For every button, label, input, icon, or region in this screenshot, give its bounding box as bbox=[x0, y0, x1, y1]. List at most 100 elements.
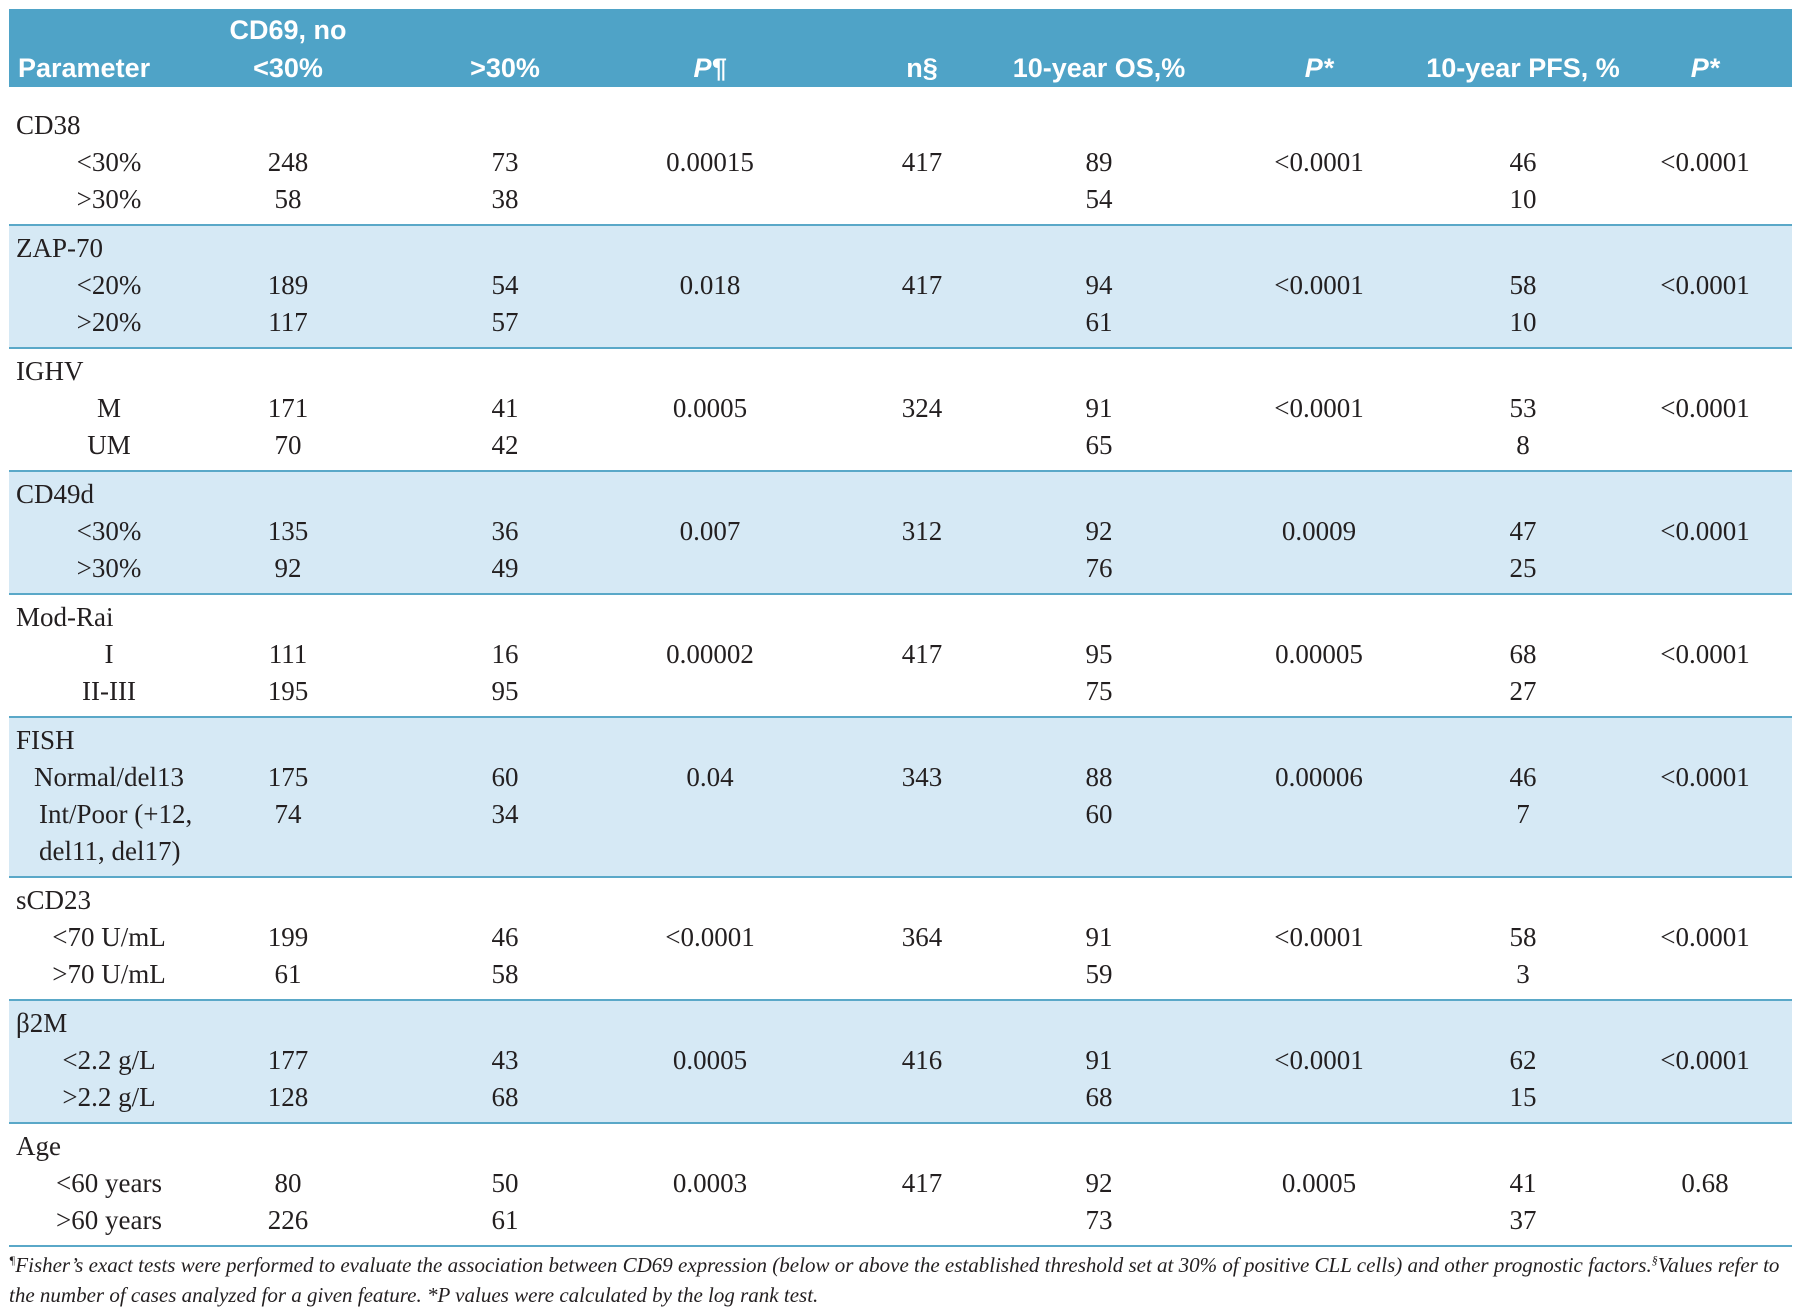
cell: <0.0001 bbox=[1660, 922, 1750, 952]
cell: 0.0005 bbox=[672, 1045, 748, 1075]
cell: 53 bbox=[1509, 393, 1537, 423]
cell: 49 bbox=[491, 553, 519, 583]
cell: <0.0001 bbox=[1660, 516, 1750, 546]
cell: 343 bbox=[901, 762, 943, 792]
cell: 324 bbox=[901, 393, 943, 423]
cell: 89 bbox=[1085, 147, 1113, 177]
cell: 0.00005 bbox=[1275, 639, 1363, 669]
cell: 416 bbox=[901, 1045, 943, 1075]
cell: <0.0001 bbox=[1660, 270, 1750, 300]
cell: 111 bbox=[268, 639, 308, 669]
cell: 74 bbox=[274, 799, 302, 829]
row-label: <70 U/mL bbox=[52, 922, 166, 952]
cell: 50 bbox=[491, 1168, 519, 1198]
cell: 61 bbox=[274, 959, 302, 989]
header-row: Parameter CD69, no <30% >30% P¶ n§ 10-year OS,… bbox=[9, 9, 1792, 87]
cell: 42 bbox=[491, 430, 519, 460]
group-name: β2M bbox=[16, 1008, 68, 1038]
cell: 364 bbox=[901, 922, 943, 952]
cell: 73 bbox=[491, 147, 519, 177]
table-group: Age 0.0003 417 0.0005 0.68 <60 years 80 50 92 41 >… bbox=[9, 1124, 1792, 1247]
header-cell: Parameter bbox=[18, 53, 151, 83]
cell: 0.0009 bbox=[1281, 516, 1357, 546]
cell: 199 bbox=[267, 922, 309, 952]
cell: 61 bbox=[1085, 307, 1113, 337]
group-name: CD38 bbox=[16, 110, 81, 140]
group-name: ZAP-70 bbox=[16, 233, 103, 263]
cell: 3 bbox=[1516, 959, 1530, 989]
cell: 46 bbox=[1509, 762, 1537, 792]
footnote-text: Values refer to the number of cases anal… bbox=[9, 1253, 1780, 1307]
cell: 8 bbox=[1516, 430, 1530, 460]
cell: <0.0001 bbox=[1660, 1045, 1750, 1075]
cell: 128 bbox=[267, 1082, 309, 1112]
cell: 10 bbox=[1509, 184, 1537, 214]
cell: 70 bbox=[274, 430, 302, 460]
cell: 73 bbox=[1085, 1205, 1113, 1235]
cell: 417 bbox=[901, 270, 943, 300]
cell: <0.0001 bbox=[1660, 147, 1750, 177]
group-name: sCD23 bbox=[16, 885, 92, 915]
cell: 248 bbox=[267, 147, 309, 177]
cell: 0.00015 bbox=[666, 147, 754, 177]
table-group: sCD23 <0.0001 364 <0.0001 <0.0001 <70 U/mL 199… bbox=[9, 878, 1792, 1001]
cell: 0.0003 bbox=[672, 1168, 748, 1198]
cell: 54 bbox=[491, 270, 519, 300]
footnote-mark: ¶ bbox=[9, 1253, 16, 1267]
cell: 68 bbox=[1509, 639, 1537, 669]
cell: <0.0001 bbox=[665, 922, 755, 952]
row-label: >60 years bbox=[56, 1205, 162, 1235]
cell: 312 bbox=[901, 516, 943, 546]
header-cell: P¶ bbox=[693, 53, 727, 83]
row-label: <20% bbox=[76, 270, 142, 300]
cell: 417 bbox=[901, 147, 943, 177]
header-cell: 10-year OS,% bbox=[1012, 53, 1186, 83]
row-label: UM bbox=[87, 430, 131, 460]
cell: 58 bbox=[1509, 922, 1537, 952]
row-label: <60 years bbox=[56, 1168, 162, 1198]
cell: 15 bbox=[1509, 1082, 1537, 1112]
cell: 46 bbox=[491, 922, 519, 952]
cell: 417 bbox=[901, 639, 943, 669]
row-label: <30% bbox=[76, 147, 142, 177]
table-group: IGHV 0.0005 324 <0.0001 <0.0001 M 171 41 91 53 UM 7… bbox=[9, 349, 1792, 472]
cell: 60 bbox=[1085, 799, 1113, 829]
cell: 175 bbox=[267, 762, 309, 792]
cell: 58 bbox=[274, 184, 302, 214]
cell: 92 bbox=[1085, 1168, 1113, 1198]
cell: 92 bbox=[274, 553, 302, 583]
cell: 75 bbox=[1085, 676, 1113, 706]
footnote-mark: § bbox=[1651, 1253, 1658, 1267]
cell: 61 bbox=[491, 1205, 519, 1235]
cell: 60 bbox=[491, 762, 519, 792]
cell: 0.0005 bbox=[672, 393, 748, 423]
cell: <0.0001 bbox=[1274, 147, 1364, 177]
cell: 57 bbox=[491, 307, 519, 337]
cell: 10 bbox=[1509, 307, 1537, 337]
cell: 135 bbox=[267, 516, 309, 546]
group-name: CD49d bbox=[16, 479, 95, 509]
cell: 76 bbox=[1085, 553, 1113, 583]
row-label: <30% bbox=[76, 516, 142, 546]
cell: 68 bbox=[1085, 1082, 1113, 1112]
row-label: >30% bbox=[76, 184, 142, 214]
header-cell: 10-year PFS, % bbox=[1426, 53, 1620, 83]
cell: 46 bbox=[1509, 147, 1537, 177]
cell: 0.00002 bbox=[666, 639, 754, 669]
cell: 0.68 bbox=[1681, 1168, 1729, 1198]
header-cell: P* bbox=[1690, 53, 1720, 83]
header-cell: P* bbox=[1304, 53, 1334, 83]
cell: 38 bbox=[491, 184, 519, 214]
cell: 171 bbox=[267, 393, 309, 423]
cell: 41 bbox=[491, 393, 519, 423]
cell: 91 bbox=[1085, 393, 1113, 423]
row-label: Normal/del13 bbox=[34, 762, 184, 792]
cell: <0.0001 bbox=[1660, 762, 1750, 792]
table-group: CD49d 0.007 312 0.0009 <0.0001 <30% 135 36 92 47 >… bbox=[9, 472, 1792, 595]
table-group: FISH 0.04 343 0.00006 <0.0001 Normal/del13 175… bbox=[9, 718, 1792, 878]
row-label: >30% bbox=[76, 553, 142, 583]
cell: 0.00006 bbox=[1275, 762, 1363, 792]
cell: <0.0001 bbox=[1274, 922, 1364, 952]
row-label: >70 U/mL bbox=[52, 959, 166, 989]
